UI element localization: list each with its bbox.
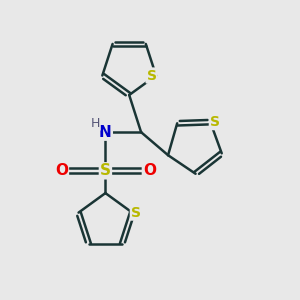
Text: H: H xyxy=(90,117,100,130)
Text: S: S xyxy=(210,115,220,129)
Text: S: S xyxy=(100,163,111,178)
Text: O: O xyxy=(143,163,156,178)
Text: S: S xyxy=(131,206,141,220)
Text: S: S xyxy=(147,68,157,83)
Text: O: O xyxy=(55,163,68,178)
Text: N: N xyxy=(99,125,112,140)
